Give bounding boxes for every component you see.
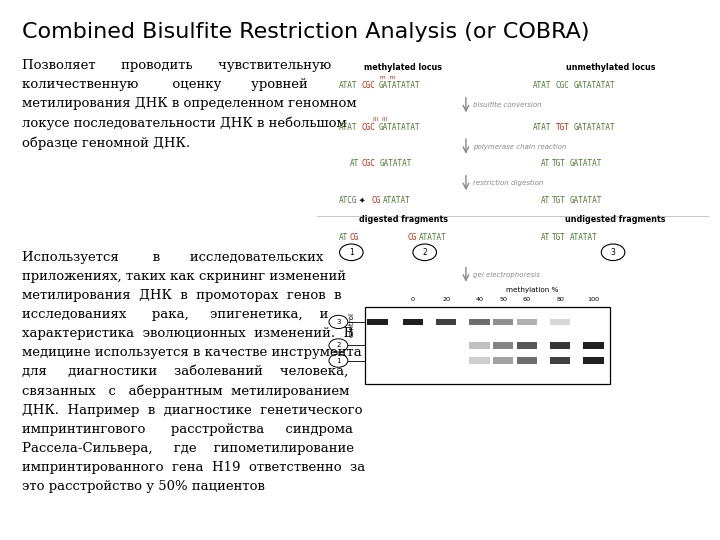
Text: 2: 2 xyxy=(423,248,427,257)
Text: Позволяет      проводить      чувствительную
количественную        оценку       : Позволяет проводить чувствительную колич… xyxy=(22,59,356,150)
Text: undigested fragments: undigested fragments xyxy=(564,215,665,225)
Text: ATATAT: ATATAT xyxy=(570,233,598,242)
Text: ✦: ✦ xyxy=(359,196,365,205)
Bar xyxy=(583,357,603,364)
Text: 60: 60 xyxy=(523,297,531,302)
Text: GATATAT: GATATAT xyxy=(570,159,602,168)
Bar xyxy=(402,319,423,325)
Text: III  III: III III xyxy=(372,117,387,122)
Text: TGT: TGT xyxy=(552,196,566,205)
Bar xyxy=(516,319,537,325)
Text: restriction digestion: restriction digestion xyxy=(473,180,544,186)
Bar xyxy=(516,342,537,349)
Bar xyxy=(469,342,490,349)
Text: 1: 1 xyxy=(336,357,341,363)
Bar xyxy=(436,319,456,325)
Text: polymerase chain reaction: polymerase chain reaction xyxy=(473,144,567,150)
Text: GATATATAT: GATATATAT xyxy=(379,81,420,90)
Text: ATAT: ATAT xyxy=(533,81,551,90)
Text: 50: 50 xyxy=(499,297,507,302)
Text: GATATATAT: GATATATAT xyxy=(573,123,615,132)
Text: unmethylated locus: unmethylated locus xyxy=(567,64,656,72)
Bar xyxy=(469,357,490,364)
Bar xyxy=(469,319,490,325)
Text: CGC: CGC xyxy=(361,159,376,168)
Text: CGC: CGC xyxy=(361,123,376,132)
Bar xyxy=(583,342,603,349)
Text: AT: AT xyxy=(541,233,549,242)
Text: 100: 100 xyxy=(588,297,600,302)
Text: AT: AT xyxy=(350,159,359,168)
Text: TGT: TGT xyxy=(552,233,566,242)
Text: 0: 0 xyxy=(411,297,415,302)
Bar xyxy=(493,342,513,349)
Text: CG: CG xyxy=(372,196,381,205)
Text: TGT: TGT xyxy=(556,123,570,132)
Text: ATCG: ATCG xyxy=(338,196,357,205)
Text: CGC: CGC xyxy=(361,81,376,90)
Text: ATAT: ATAT xyxy=(338,123,357,132)
Text: TGT: TGT xyxy=(552,159,566,168)
Bar xyxy=(493,319,513,325)
Text: ATATAT: ATATAT xyxy=(418,233,446,242)
Text: CG: CG xyxy=(350,233,359,242)
Text: 80: 80 xyxy=(556,297,564,302)
Text: 2: 2 xyxy=(336,342,341,348)
Text: methylation %: methylation % xyxy=(506,287,559,293)
Text: methylated locus: methylated locus xyxy=(364,64,442,72)
Text: CGC: CGC xyxy=(556,81,570,90)
Bar xyxy=(367,319,388,325)
Text: CG: CG xyxy=(407,233,416,242)
Text: ATAT: ATAT xyxy=(533,123,551,132)
Text: 3: 3 xyxy=(336,319,341,325)
Text: AT: AT xyxy=(541,159,549,168)
Bar xyxy=(364,307,610,384)
Text: m  m: m m xyxy=(380,75,395,80)
Text: ATATAT: ATATAT xyxy=(383,196,411,205)
Text: 3: 3 xyxy=(611,248,616,257)
Bar xyxy=(550,342,570,349)
Text: AT: AT xyxy=(338,233,348,242)
Text: control: control xyxy=(349,312,355,337)
Text: GATATAT: GATATAT xyxy=(379,159,412,168)
Text: Combined Bisulfite Restriction Analysis (or COBRA): Combined Bisulfite Restriction Analysis … xyxy=(22,22,589,42)
Text: bisulfite conversion: bisulfite conversion xyxy=(473,102,541,108)
Text: gel electrophoresis: gel electrophoresis xyxy=(473,272,540,278)
Text: ATAT: ATAT xyxy=(338,81,357,90)
Text: AT: AT xyxy=(541,196,549,205)
Text: GATATATAT: GATATATAT xyxy=(573,81,615,90)
Bar xyxy=(550,357,570,364)
Bar xyxy=(550,319,570,325)
Text: Используется        в       исследовательских
приложениях, таких как скрининг из: Используется в исследовательских приложе… xyxy=(22,251,365,493)
Bar xyxy=(493,357,513,364)
Text: 40: 40 xyxy=(476,297,484,302)
Text: digested fragments: digested fragments xyxy=(359,215,448,225)
Text: 1: 1 xyxy=(349,248,354,257)
Text: GATATAT: GATATAT xyxy=(570,196,602,205)
Text: GATATATAT: GATATATAT xyxy=(379,123,420,132)
Text: 20: 20 xyxy=(442,297,450,302)
Bar xyxy=(516,357,537,364)
